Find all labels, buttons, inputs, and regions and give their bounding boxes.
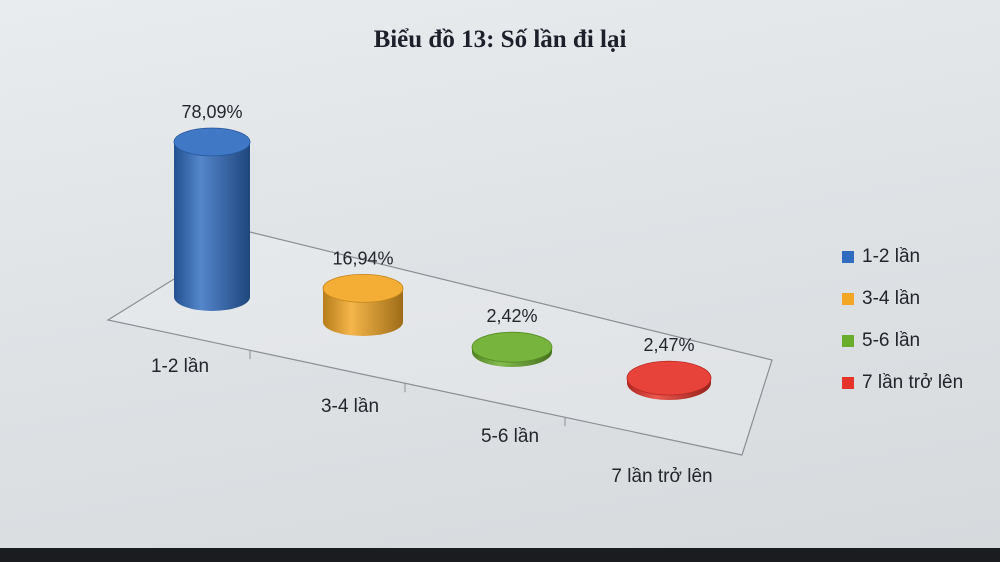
legend-swatch (842, 293, 854, 305)
category-label-3: 5-6 lần (481, 426, 539, 447)
category-label-1: 1-2 lần (151, 356, 209, 377)
bar-top-4 (626, 360, 712, 396)
legend-label: 1-2 lần (862, 246, 921, 267)
data-label-2: 16,94% (332, 248, 393, 268)
legend-item: 5-6 lần (842, 320, 963, 362)
data-label-4: 2,47% (643, 335, 694, 355)
legend-swatch (842, 377, 854, 389)
category-label-4: 7 lần trở lên (611, 466, 712, 487)
bar-top-1 (173, 127, 251, 157)
data-label-3: 2,42% (486, 306, 537, 326)
legend-swatch (842, 251, 854, 263)
legend-label: 3-4 lần (862, 288, 921, 309)
bar-top-3 (471, 331, 553, 363)
category-label-2: 3-4 lần (321, 396, 379, 417)
bar-top-2 (322, 273, 404, 303)
legend-label: 7 lần trở lên (862, 372, 964, 393)
legend-item: 1-2 lần (842, 236, 963, 278)
bars-group (173, 127, 712, 400)
chart-title: Biểu đồ 13: Số lần đi lại (373, 26, 627, 53)
data-label-1: 78,09% (181, 102, 242, 122)
legend-label: 5-6 lần (862, 330, 921, 351)
labels-group: 78,09% 1-2 lần 16,94% 3-4 lần 2,42% 5-6 lần 2,… (151, 102, 713, 487)
legend-swatch (842, 335, 854, 347)
legend: 1-2 lần 3-4 lần 5-6 lần 7 lần trở lên (842, 236, 963, 404)
chart-background (0, 0, 1000, 548)
legend-item: 3-4 lần (842, 278, 963, 320)
bar-1 (174, 142, 250, 311)
legend-item: 7 lần trở lên (842, 362, 963, 404)
